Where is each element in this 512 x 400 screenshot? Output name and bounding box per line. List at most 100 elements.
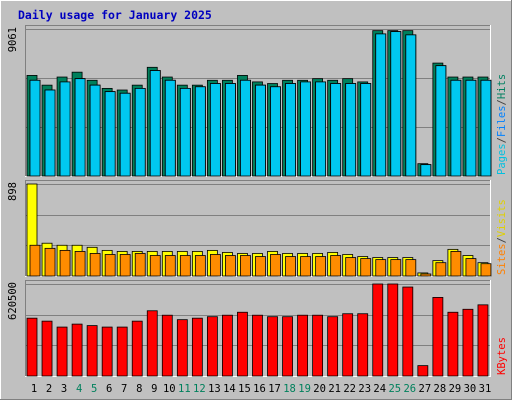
chart-title: Daily usage for January 2025 — [18, 8, 212, 22]
bar-kbytes-day-2 — [41, 320, 53, 377]
x-tick-label: 9 — [151, 383, 157, 395]
bar-pages-day-31 — [480, 79, 492, 177]
x-tick-label: 25 — [388, 383, 401, 395]
x-tick-label: 12 — [193, 383, 206, 395]
bar-kbytes-day-31 — [477, 304, 489, 377]
x-tick-label: 23 — [358, 383, 371, 395]
bar-pages-day-22 — [345, 83, 357, 177]
x-tick-label: 13 — [208, 383, 221, 395]
legend-item: Files — [496, 105, 508, 137]
x-tick-label: 31 — [479, 383, 492, 395]
bar-kbytes-day-25 — [387, 283, 399, 377]
x-tick-label: 24 — [373, 383, 386, 395]
bar-kbytes-day-1 — [26, 317, 38, 377]
bar-pages-day-11 — [179, 87, 191, 177]
legend-item: KBytes — [496, 337, 508, 375]
x-tick-label: 7 — [121, 383, 127, 395]
bar-kbytes-day-5 — [86, 325, 98, 377]
x-tick-label: 22 — [343, 383, 356, 395]
bar-sites-day-24 — [375, 259, 387, 277]
bar-pages-day-26 — [405, 34, 417, 177]
x-tick-label: 1 — [31, 383, 37, 395]
legend-item: / — [496, 137, 508, 143]
bar-sites-day-25 — [390, 259, 402, 277]
x-tick-label: 18 — [283, 383, 296, 395]
bar-kbytes-day-4 — [71, 323, 83, 377]
bar-kbytes-day-29 — [447, 311, 459, 377]
bar-kbytes-day-20 — [312, 314, 324, 377]
x-tick-label: 15 — [238, 383, 251, 395]
bar-kbytes-day-26 — [402, 286, 414, 377]
legend-item: Pages — [496, 143, 508, 175]
bar-sites-day-20 — [315, 256, 327, 277]
bar-sites-day-16 — [255, 256, 266, 277]
x-tick-label: 17 — [268, 383, 281, 395]
bar-sites-day-27 — [420, 273, 432, 277]
bar-pages-day-25 — [390, 31, 402, 177]
x-tick-label: 21 — [328, 383, 341, 395]
legend-kbytes: KBytes — [496, 337, 508, 375]
bar-pages-day-30 — [465, 79, 477, 177]
bar-kbytes-day-15 — [237, 311, 248, 377]
bar-pages-day-3 — [59, 81, 71, 177]
x-tick-label: 30 — [464, 383, 477, 395]
chart-panels: 9061Pages/Files/Hits898Sites/Visits62050… — [7, 25, 508, 377]
x-tick-label: 28 — [434, 383, 447, 395]
bar-sites-day-11 — [179, 255, 191, 277]
x-tick-label: 10 — [163, 383, 176, 395]
x-tick-label: 16 — [253, 383, 266, 395]
x-tick-label: 4 — [76, 383, 82, 395]
bar-sites-day-7 — [119, 254, 131, 277]
y-max-label: 9061 — [7, 27, 19, 52]
legend-item: / — [496, 99, 508, 105]
bar-kbytes-day-24 — [372, 283, 384, 377]
bar-pages-day-19 — [300, 81, 311, 177]
bar-sites-day-21 — [330, 255, 342, 277]
y-max-label: 898 — [7, 182, 19, 201]
bar-sites-day-10 — [164, 255, 176, 277]
bar-pages-day-18 — [285, 83, 296, 177]
bar-pages-day-9 — [149, 70, 161, 177]
x-tick-label: 29 — [449, 383, 462, 395]
bar-pages-day-16 — [255, 84, 266, 177]
bar-sites-day-15 — [240, 255, 251, 277]
bar-kbytes-day-23 — [357, 313, 369, 377]
bar-sites-day-22 — [345, 257, 357, 277]
bar-sites-day-26 — [405, 259, 417, 277]
bar-pages-day-28 — [435, 65, 447, 177]
bar-kbytes-day-7 — [116, 326, 128, 377]
bar-kbytes-day-18 — [282, 316, 293, 377]
bar-kbytes-day-12 — [191, 317, 203, 377]
bar-kbytes-day-30 — [462, 308, 474, 377]
x-tick-label: 14 — [223, 383, 236, 395]
y-max-label: 620500 — [7, 282, 19, 320]
bar-kbytes-day-21 — [327, 316, 339, 377]
bar-kbytes-day-19 — [297, 314, 308, 377]
bar-pages-day-24 — [375, 33, 387, 177]
bar-kbytes-day-13 — [206, 316, 218, 377]
x-tick-label: 26 — [403, 383, 416, 395]
bar-sites-day-6 — [104, 254, 116, 277]
panel-visits-sites: 898 Sites/Visits — [7, 180, 508, 277]
x-tick-label: 2 — [46, 383, 52, 395]
bar-pages-day-29 — [450, 79, 462, 177]
legend-visits-sites: Sites/Visits — [496, 199, 508, 275]
bar-sites-day-18 — [285, 256, 296, 277]
bar-sites-day-9 — [149, 255, 161, 277]
bar-sites-day-8 — [134, 253, 146, 277]
bar-sites-day-28 — [435, 262, 447, 277]
x-tick-label: 6 — [106, 383, 112, 395]
bar-sites-day-4 — [74, 251, 86, 277]
bar-sites-day-14 — [225, 255, 236, 277]
bar-sites-day-5 — [89, 253, 101, 277]
bar-kbytes-day-14 — [222, 314, 233, 377]
bar-pages-day-5 — [89, 84, 101, 177]
bar-kbytes-day-3 — [56, 326, 68, 377]
bar-sites-day-3 — [59, 249, 71, 277]
bar-sites-day-30 — [465, 258, 477, 277]
bar-pages-day-17 — [270, 86, 281, 177]
bar-kbytes-day-8 — [131, 320, 143, 377]
bar-pages-day-1 — [29, 79, 41, 177]
